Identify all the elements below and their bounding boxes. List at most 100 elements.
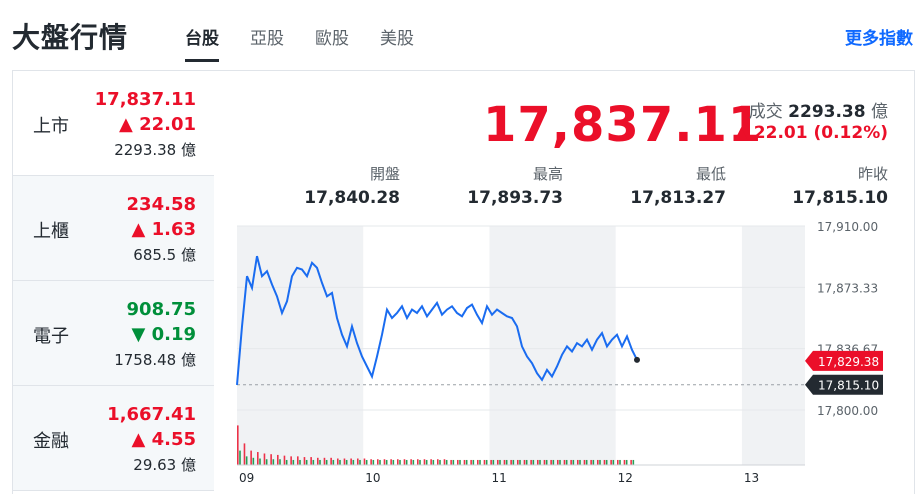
volume-bar-up	[450, 459, 452, 465]
index-name: 上市	[33, 116, 69, 137]
tab-asia[interactable]: 亞股	[250, 29, 284, 49]
volume-bar-down	[525, 459, 528, 465]
volume-bar-down	[505, 459, 508, 465]
volume-bar-up	[510, 459, 512, 465]
volume-bar-down	[339, 459, 341, 465]
volume-bar-down	[419, 459, 421, 465]
volume-bar-up	[490, 459, 492, 465]
volume-bar-up	[477, 459, 479, 465]
volume-bar-down	[519, 459, 521, 465]
market-tabs: 台股 亞股 歐股 美股	[185, 24, 445, 62]
x-tick-label: 13	[744, 471, 759, 485]
volume-bar-down	[252, 457, 255, 465]
volume-bar-down	[612, 459, 615, 465]
volume-bar-down	[245, 456, 248, 465]
price-line	[236, 255, 638, 385]
page-title: 大盤行情	[12, 21, 129, 54]
volume-bar-up	[597, 459, 599, 465]
volume-bar-down	[499, 459, 501, 465]
volume-bar-up	[523, 459, 526, 465]
volume-bar-down	[372, 459, 375, 465]
stat-high: 最高 17,893.73	[467, 163, 563, 208]
volume-bar-up	[383, 459, 386, 465]
index-name: 金融	[33, 431, 69, 452]
volume-bar-up	[423, 459, 426, 465]
volume-bar-down	[305, 459, 308, 465]
index-volume: 2293.38 億	[114, 141, 196, 159]
volume-bar-up	[257, 452, 259, 465]
stat-label: 昨收	[857, 165, 888, 183]
volume-bar-up	[303, 457, 306, 465]
stat-value: 17,813.27	[630, 188, 726, 208]
more-indices-link[interactable]: 更多指數	[845, 29, 913, 49]
index-item-otc[interactable]: 上櫃 234.58 ▲ 1.63 685.5 億	[13, 176, 214, 281]
main-index-price: 17,837.11	[483, 97, 763, 153]
stat-value: 17,840.28	[304, 188, 400, 208]
index-change: ▲ 4.55	[131, 429, 196, 450]
index-name: 電子	[33, 326, 69, 347]
volume-bar-down	[359, 459, 361, 465]
volume-bar-down	[345, 459, 348, 465]
volume-bar-up	[570, 459, 572, 465]
volume-bar-up	[363, 458, 366, 465]
volume-unit: 億	[871, 102, 888, 122]
volume-bar-up	[330, 457, 332, 465]
current-price-tag: 17,829.38	[818, 355, 879, 369]
volume-bar-up	[630, 459, 632, 465]
index-change: ▲ 22.01	[118, 114, 196, 135]
last-price-dot	[634, 356, 640, 363]
x-tick-label: 09	[239, 471, 254, 485]
market-panel: 上市 17,837.11 ▲ 22.01 2293.38 億 上櫃 234.58…	[12, 70, 915, 494]
hour-band	[489, 226, 616, 465]
volume-bar-down	[439, 459, 441, 465]
volume-bar-down	[472, 459, 475, 465]
volume-bar-down	[632, 459, 635, 465]
volume-bar-down	[432, 459, 435, 465]
stat-label: 開盤	[369, 165, 400, 183]
volume-bar-up	[310, 457, 312, 465]
volume-bar-down	[392, 459, 395, 465]
volume-bar-down	[412, 459, 415, 465]
volume-bar-down	[585, 459, 588, 465]
volume-bar-up	[603, 459, 606, 465]
volume-bar-up	[550, 459, 552, 465]
tab-taiwan[interactable]: 台股	[185, 24, 219, 62]
volume-bar-down	[279, 459, 281, 465]
tab-us[interactable]: 美股	[380, 29, 414, 49]
index-item-listed[interactable]: 上市 17,837.11 ▲ 22.01 2293.38 億	[13, 71, 214, 176]
index-item-finance[interactable]: 金融 1,667.41 ▲ 4.55 29.63 億	[13, 386, 214, 491]
volume-bar-down	[385, 459, 388, 465]
volume-bar-up	[430, 459, 432, 465]
index-change: ▲ 1.63	[131, 219, 196, 240]
volume-bar-up	[290, 456, 292, 465]
index-item-electronics[interactable]: 電子 908.75 ▼ 0.19 1758.48 億	[13, 281, 214, 386]
prev-close-tag-bg	[805, 374, 883, 395]
y-tick-label: 17,800.00	[817, 404, 878, 418]
volume-bar-down	[485, 459, 488, 465]
volume-bar-down	[552, 459, 555, 465]
volume-bar-up	[243, 443, 246, 465]
volume-bar-down	[545, 459, 548, 465]
volume-bar-up	[463, 459, 466, 465]
volume-bar-up	[590, 459, 592, 465]
volume-bar-up	[263, 453, 266, 465]
stat-low: 最低 17,813.27	[630, 163, 726, 208]
index-list: 上市 17,837.11 ▲ 22.01 2293.38 億 上櫃 234.58…	[13, 71, 214, 495]
stat-label: 最高	[532, 165, 563, 183]
volume-bar-down	[352, 459, 355, 465]
volume-bar-up	[457, 459, 459, 465]
volume-bar-up	[277, 454, 279, 465]
index-volume: 1758.48 億	[114, 351, 196, 369]
volume-bar-down	[425, 459, 428, 465]
volume-bar-up	[357, 458, 359, 465]
volume-bar-down	[445, 459, 448, 465]
tab-europe[interactable]: 歐股	[315, 29, 349, 49]
volume-bar-down	[479, 459, 481, 465]
volume-bar-down	[312, 459, 315, 465]
prev-close-tag: 17,815.10	[818, 379, 879, 393]
volume-bar-down	[239, 450, 241, 465]
volume-bar-up	[557, 459, 559, 465]
index-volume: 29.63 億	[133, 456, 196, 474]
volume-label: 成交	[748, 102, 783, 122]
